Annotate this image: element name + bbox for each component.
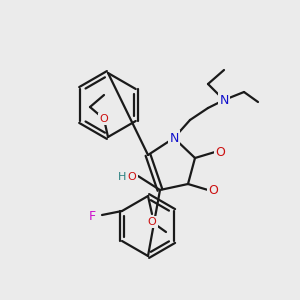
Text: O: O <box>128 172 136 182</box>
Text: O: O <box>100 114 108 124</box>
Text: F: F <box>88 209 96 223</box>
Text: N: N <box>219 94 229 106</box>
Text: O: O <box>208 184 218 196</box>
Text: N: N <box>169 131 179 145</box>
Text: O: O <box>215 146 225 158</box>
Text: O: O <box>148 217 156 227</box>
Text: H: H <box>118 172 126 182</box>
